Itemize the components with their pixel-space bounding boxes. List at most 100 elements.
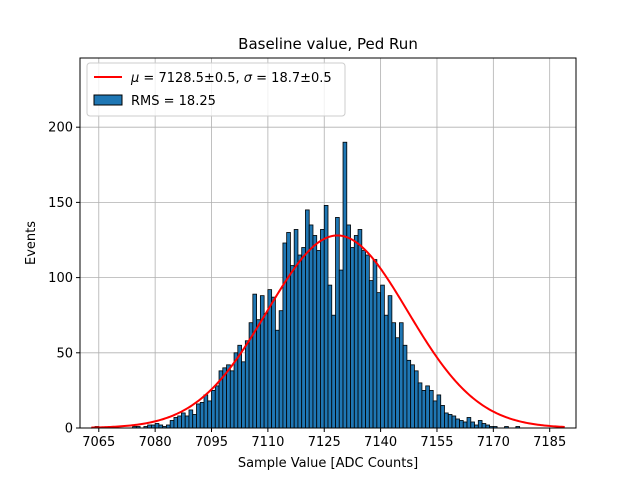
histogram-bar bbox=[207, 400, 212, 429]
histogram-bar bbox=[320, 229, 325, 429]
histogram-bar bbox=[432, 400, 438, 429]
fit-curve-group bbox=[91, 234, 565, 429]
histogram-bar bbox=[425, 385, 430, 429]
histogram-bar bbox=[380, 284, 385, 429]
histogram-bar bbox=[406, 359, 412, 429]
histogram-bar bbox=[211, 389, 216, 429]
legend-rms-label: RMS = 18.25 bbox=[131, 94, 216, 109]
histogram-bar bbox=[383, 314, 389, 429]
histogram-bar bbox=[192, 414, 197, 429]
histogram-bar bbox=[440, 405, 445, 429]
histogram-bar bbox=[256, 319, 261, 429]
histogram-bar bbox=[429, 389, 434, 429]
gaussian-fit-curve bbox=[91, 234, 565, 429]
histogram-bar bbox=[301, 247, 306, 429]
histogram-bar bbox=[376, 292, 382, 429]
histogram-bar bbox=[282, 242, 288, 429]
y-axis-label: Events bbox=[24, 221, 39, 265]
histogram-bar bbox=[293, 229, 299, 429]
legend-sigma-value: = 18.7±0.5 bbox=[252, 71, 332, 86]
histogram-bar bbox=[154, 423, 160, 429]
y-axis-ticks: 0 50 100 150 200 bbox=[48, 121, 80, 437]
x-tick-label: 7140 bbox=[364, 435, 397, 450]
histogram-bar bbox=[417, 382, 423, 429]
histogram-bar bbox=[184, 415, 190, 429]
histogram-bar bbox=[278, 310, 284, 429]
x-tick-label: 7125 bbox=[308, 435, 341, 450]
histogram-bar bbox=[188, 409, 194, 429]
x-tick-label: 7155 bbox=[420, 435, 453, 450]
histogram-bar bbox=[327, 284, 333, 429]
histogram-bar bbox=[244, 340, 250, 429]
histogram-bar bbox=[398, 322, 404, 429]
histogram-bar bbox=[241, 361, 246, 429]
histogram-bar bbox=[402, 344, 408, 429]
histogram-bar bbox=[481, 423, 487, 429]
histogram-bar bbox=[451, 415, 457, 429]
histogram-bar bbox=[214, 385, 220, 429]
histogram-bar bbox=[173, 417, 179, 429]
y-tick-label: 0 bbox=[65, 422, 73, 437]
histogram-bar bbox=[335, 217, 340, 429]
histogram-bar bbox=[410, 364, 415, 429]
histogram-bar bbox=[346, 224, 351, 429]
x-axis-ticks: 7065 7080 7095 7110 7125 7140 7155 7170 7185 bbox=[82, 428, 566, 450]
histogram-bars bbox=[94, 141, 521, 429]
histogram-bar bbox=[252, 293, 258, 429]
x-tick-label: 7185 bbox=[533, 435, 566, 450]
histogram-bar bbox=[455, 418, 460, 429]
legend-histogram-patch-icon bbox=[93, 94, 123, 106]
x-tick-label: 7110 bbox=[251, 435, 284, 450]
histogram-bar bbox=[233, 352, 239, 429]
histogram-bar bbox=[436, 394, 442, 429]
histogram-bar bbox=[444, 412, 449, 429]
histogram-bar bbox=[365, 254, 370, 429]
histogram-bar bbox=[361, 250, 366, 429]
histogram-bar bbox=[342, 141, 348, 429]
histogram-bar bbox=[414, 370, 419, 429]
x-tick-label: 7065 bbox=[82, 435, 115, 450]
histogram-bar bbox=[177, 415, 182, 429]
histogram-bar bbox=[462, 421, 468, 429]
histogram-bar bbox=[305, 209, 310, 429]
histogram-bar bbox=[169, 420, 175, 429]
histogram-bar bbox=[331, 314, 336, 429]
histogram-bar bbox=[199, 402, 205, 429]
legend-sigma-symbol: σ bbox=[244, 71, 253, 86]
legend: μ = 7128.5±0.5, σ = 18.7±0.5 RMS = 18.25 bbox=[86, 62, 346, 117]
histogram-bar bbox=[297, 254, 303, 429]
histogram-bar bbox=[466, 417, 472, 429]
histogram-bar bbox=[290, 265, 295, 429]
histogram-bar bbox=[196, 403, 201, 429]
legend-fit-label: μ = 7128.5±0.5, σ = 18.7±0.5 bbox=[130, 71, 332, 86]
histogram-bar bbox=[229, 370, 235, 429]
histogram-bar bbox=[274, 329, 280, 429]
y-tick-label: 100 bbox=[48, 271, 73, 286]
histogram-bar bbox=[308, 224, 314, 429]
histogram-bar bbox=[263, 313, 269, 429]
histogram-bar bbox=[350, 247, 355, 429]
histogram-bar bbox=[421, 389, 427, 429]
x-tick-label: 7080 bbox=[139, 435, 172, 450]
histogram-bar bbox=[203, 394, 209, 429]
y-tick-label: 150 bbox=[48, 196, 73, 211]
histogram-bar bbox=[477, 420, 483, 429]
chart-title: Baseline value, Ped Run bbox=[238, 35, 418, 53]
x-axis-label: Sample Value [ADC Counts] bbox=[238, 456, 418, 471]
histogram-bar bbox=[316, 250, 321, 429]
y-tick-label: 50 bbox=[56, 346, 73, 361]
histogram-bar bbox=[357, 229, 363, 429]
histogram-bar bbox=[286, 232, 291, 429]
histogram-bar bbox=[372, 259, 378, 429]
legend-mu-symbol: μ bbox=[130, 71, 139, 86]
histogram-bar bbox=[395, 337, 400, 429]
histogram-bar bbox=[338, 269, 344, 429]
histogram-bar bbox=[470, 421, 475, 429]
legend-box bbox=[86, 62, 346, 117]
histogram-bar bbox=[181, 412, 186, 429]
histogram-bar bbox=[312, 235, 318, 429]
legend-mu-value: = 7128.5±0.5, bbox=[139, 71, 243, 86]
histogram-bar bbox=[368, 280, 374, 429]
plot-frame bbox=[79, 57, 577, 429]
